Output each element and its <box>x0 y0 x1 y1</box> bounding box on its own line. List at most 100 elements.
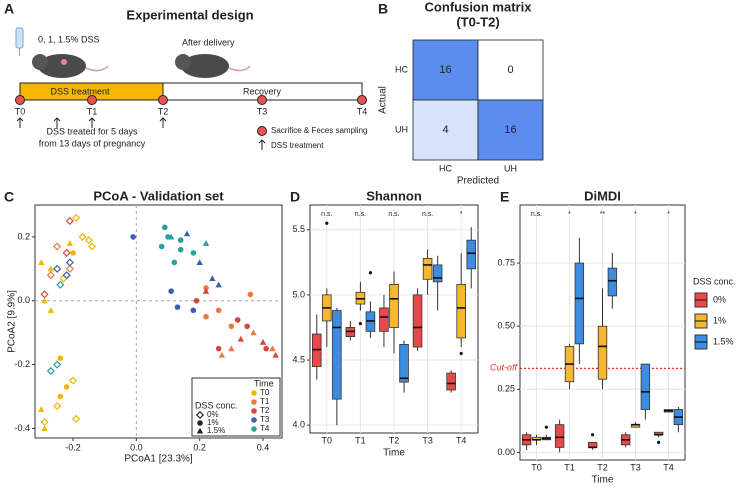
legend-label: 1% <box>713 315 726 325</box>
annotation: n.s. <box>388 211 399 218</box>
point <box>66 240 74 246</box>
x-tick-label: T1 <box>355 435 366 445</box>
point <box>215 307 222 314</box>
x-tick-label: T1 <box>564 462 575 472</box>
annotation: n.s. <box>422 211 433 218</box>
y-tick-label: 0.2 <box>17 231 30 241</box>
point <box>57 355 64 362</box>
legend-label: T3 <box>260 415 270 424</box>
point <box>53 402 62 411</box>
panel-label: E <box>500 189 509 205</box>
chart-title: Confusion matrix <box>425 0 533 14</box>
point <box>68 376 78 385</box>
panel-label: D <box>290 189 300 205</box>
point <box>215 345 222 352</box>
x-tick-label: HC <box>439 163 452 173</box>
cell <box>412 99 479 161</box>
panel-label: A <box>4 1 14 17</box>
point <box>56 280 65 289</box>
point <box>259 339 267 345</box>
legend-swatch <box>251 408 257 414</box>
point <box>168 288 174 294</box>
y-tick-label: 4.0 <box>292 420 305 430</box>
annotation: * <box>667 211 670 218</box>
point <box>78 232 87 241</box>
y-axis-label: PCoA2 [9.9%] <box>7 290 18 353</box>
box <box>432 264 443 283</box>
point <box>158 243 165 250</box>
y-tick-label: 0.75 <box>497 257 515 267</box>
mouse-head <box>175 54 191 70</box>
legend-title: Time <box>254 378 274 388</box>
timepoint-dot <box>257 95 267 105</box>
legend-label: T0 <box>260 388 270 397</box>
chart-title: Shannon <box>366 188 422 203</box>
cell-label: 4 <box>442 124 448 136</box>
x-tick-label: T3 <box>630 462 641 472</box>
y-tick-label: 5.5 <box>292 224 305 234</box>
after-label: After delivery <box>182 37 235 47</box>
x-axis-label: Predicted <box>457 176 499 187</box>
arrow <box>258 139 266 150</box>
legend-swatch <box>251 426 257 432</box>
x-tick-label: 0.2 <box>193 442 206 452</box>
legend-swatch <box>251 390 257 396</box>
legend-title: DSS conc. <box>693 276 736 286</box>
box <box>574 262 585 345</box>
box <box>332 310 342 400</box>
point <box>62 248 71 257</box>
point <box>63 384 70 390</box>
y-tick-label: 0.25 <box>497 384 515 394</box>
outlier <box>657 440 661 444</box>
y-tick-label: 0.50 <box>497 321 515 331</box>
point <box>65 264 74 273</box>
outlier <box>544 425 548 429</box>
legend-label: Sacrifice & Feces sampling <box>271 126 367 135</box>
outlier <box>459 351 463 356</box>
box <box>640 363 651 410</box>
timepoint-label: T2 <box>158 106 169 116</box>
point <box>53 264 62 273</box>
box <box>422 258 433 280</box>
annotation: n.s. <box>321 211 332 218</box>
box <box>412 294 423 348</box>
legend-swatch <box>197 420 203 426</box>
y-tick-label: HC <box>395 64 408 74</box>
annotation: n.s. <box>355 211 366 218</box>
legend-label: T2 <box>260 406 270 415</box>
y-tick-label: -0.4 <box>14 423 30 433</box>
annotation: * <box>460 211 463 218</box>
phase-label: DSS treatment <box>50 86 110 96</box>
y-tick-label: 5.0 <box>292 289 305 299</box>
legend-label: T1 <box>260 397 270 406</box>
y-tick-label: 0.0 <box>17 295 30 305</box>
x-tick-label: T4 <box>456 435 467 445</box>
point <box>237 335 245 342</box>
cell-label: 16 <box>439 64 451 76</box>
chart-title: PCoA - Validation set <box>93 188 224 203</box>
x-tick-label: T3 <box>422 435 433 445</box>
arrow <box>16 117 24 128</box>
box <box>554 424 565 448</box>
point <box>41 297 48 304</box>
box <box>389 284 399 328</box>
phase-label: Recovery <box>243 86 282 96</box>
legend-swatch <box>251 417 257 423</box>
box <box>446 372 456 391</box>
x-tick-label: T2 <box>597 462 608 472</box>
point <box>47 307 55 313</box>
annotation: * <box>568 211 571 218</box>
box <box>466 239 477 270</box>
arrow <box>53 117 61 128</box>
cell-label: 16 <box>504 124 516 136</box>
point <box>183 230 191 237</box>
note: DSS treated for 5 days <box>46 126 138 136</box>
timepoint-dot <box>158 95 168 105</box>
point <box>247 291 254 298</box>
panel-label: C <box>4 189 14 205</box>
x-tick-label: T4 <box>663 462 674 472</box>
legend-label: DSS treatment <box>271 141 324 150</box>
legend-label: 1% <box>207 418 219 427</box>
cell <box>477 99 544 161</box>
point <box>190 250 197 256</box>
